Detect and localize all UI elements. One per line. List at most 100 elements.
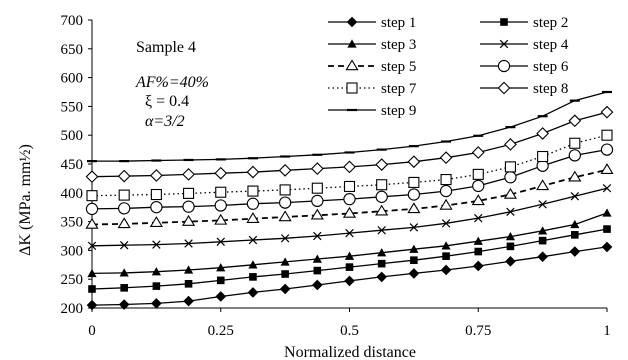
data-point bbox=[249, 273, 257, 281]
data-point bbox=[473, 236, 483, 245]
data-point bbox=[118, 299, 130, 310]
data-point bbox=[538, 236, 547, 245]
legend-item-7: step 7 bbox=[328, 81, 417, 97]
legend-marker bbox=[499, 39, 509, 49]
data-point bbox=[503, 187, 518, 199]
y-tick-label: 250 bbox=[61, 272, 84, 288]
data-point bbox=[85, 202, 99, 216]
data-point bbox=[439, 151, 453, 165]
legend-item-9: step 9 bbox=[328, 103, 416, 119]
data-point bbox=[345, 263, 354, 271]
data-point bbox=[183, 295, 194, 307]
legend-label: step 2 bbox=[533, 15, 568, 31]
data-point bbox=[344, 275, 355, 287]
data-point bbox=[471, 194, 485, 206]
data-point bbox=[216, 237, 225, 246]
legend-label: step 8 bbox=[533, 81, 568, 97]
x-tick-label: 1 bbox=[603, 323, 611, 339]
data-point bbox=[472, 179, 485, 193]
data-point bbox=[85, 170, 99, 184]
data-point bbox=[600, 163, 614, 174]
data-point bbox=[184, 280, 193, 288]
x-tick-label: 0 bbox=[88, 323, 96, 339]
data-point bbox=[310, 208, 324, 220]
data-point bbox=[407, 188, 421, 201]
data-point bbox=[440, 264, 452, 276]
legend-label: step 7 bbox=[381, 81, 417, 97]
data-point bbox=[570, 192, 580, 201]
data-point bbox=[569, 246, 581, 257]
data-point bbox=[85, 217, 99, 229]
data-point bbox=[248, 260, 258, 269]
data-point bbox=[601, 241, 613, 253]
data-point bbox=[216, 263, 226, 272]
data-point bbox=[568, 149, 581, 162]
data-point bbox=[247, 287, 259, 298]
data-point bbox=[311, 182, 323, 194]
data-point bbox=[280, 234, 290, 243]
data-point bbox=[568, 114, 582, 128]
legend-marker bbox=[500, 18, 508, 26]
data-point bbox=[281, 270, 289, 278]
data-point bbox=[312, 279, 323, 291]
data-point bbox=[568, 170, 582, 182]
legend-label: step 3 bbox=[381, 37, 416, 53]
data-point bbox=[182, 167, 195, 181]
data-point bbox=[537, 150, 549, 163]
data-point bbox=[375, 158, 389, 171]
data-point bbox=[151, 267, 161, 276]
data-point bbox=[119, 268, 129, 277]
data-point bbox=[474, 247, 483, 256]
data-point bbox=[120, 284, 128, 292]
data-point bbox=[151, 298, 162, 309]
data-point bbox=[600, 143, 614, 156]
annotation-sample: Sample 4 bbox=[136, 39, 196, 56]
data-point bbox=[408, 176, 420, 188]
data-point bbox=[87, 268, 97, 278]
data-point bbox=[377, 248, 387, 257]
data-point bbox=[278, 163, 292, 177]
series-6 bbox=[85, 143, 614, 216]
data-point bbox=[117, 217, 131, 229]
data-point bbox=[310, 162, 324, 175]
legend-label: step 9 bbox=[381, 103, 416, 119]
annotation-xi: ξ = 0.4 bbox=[145, 93, 189, 110]
data-point bbox=[376, 179, 388, 191]
series-2 bbox=[88, 225, 611, 293]
x-axis-ticks: 0 0.25 0.5 0.75 1 bbox=[88, 308, 611, 339]
data-point bbox=[439, 198, 453, 210]
data-point bbox=[375, 190, 388, 203]
data-point bbox=[602, 208, 612, 217]
data-point bbox=[86, 299, 98, 311]
data-point bbox=[441, 219, 451, 228]
legend-item-2: step 2 bbox=[480, 15, 568, 31]
data-point bbox=[149, 169, 163, 182]
data-point bbox=[504, 138, 517, 151]
data-point bbox=[377, 259, 386, 268]
data-point bbox=[246, 165, 260, 179]
data-point bbox=[537, 251, 548, 263]
data-point bbox=[88, 285, 96, 293]
data-point bbox=[152, 240, 161, 249]
data-point bbox=[409, 223, 419, 232]
data-point bbox=[246, 197, 260, 210]
data-point bbox=[214, 199, 227, 212]
data-point bbox=[279, 283, 291, 295]
data-point bbox=[118, 202, 131, 215]
data-point bbox=[345, 228, 354, 238]
x-tick-label: 0.75 bbox=[465, 323, 491, 339]
data-point bbox=[149, 216, 163, 227]
data-point bbox=[86, 190, 98, 202]
data-point bbox=[603, 225, 611, 233]
data-point bbox=[343, 180, 356, 193]
data-point bbox=[538, 200, 547, 209]
data-point bbox=[214, 166, 228, 180]
data-point bbox=[313, 266, 322, 275]
data-point bbox=[87, 241, 97, 251]
x-tick-label: 0.25 bbox=[208, 323, 234, 339]
annotation-alpha: α=3/2 bbox=[145, 113, 185, 130]
series-layer bbox=[85, 90, 614, 311]
y-tick-label: 300 bbox=[61, 243, 84, 259]
series-4 bbox=[87, 183, 612, 251]
